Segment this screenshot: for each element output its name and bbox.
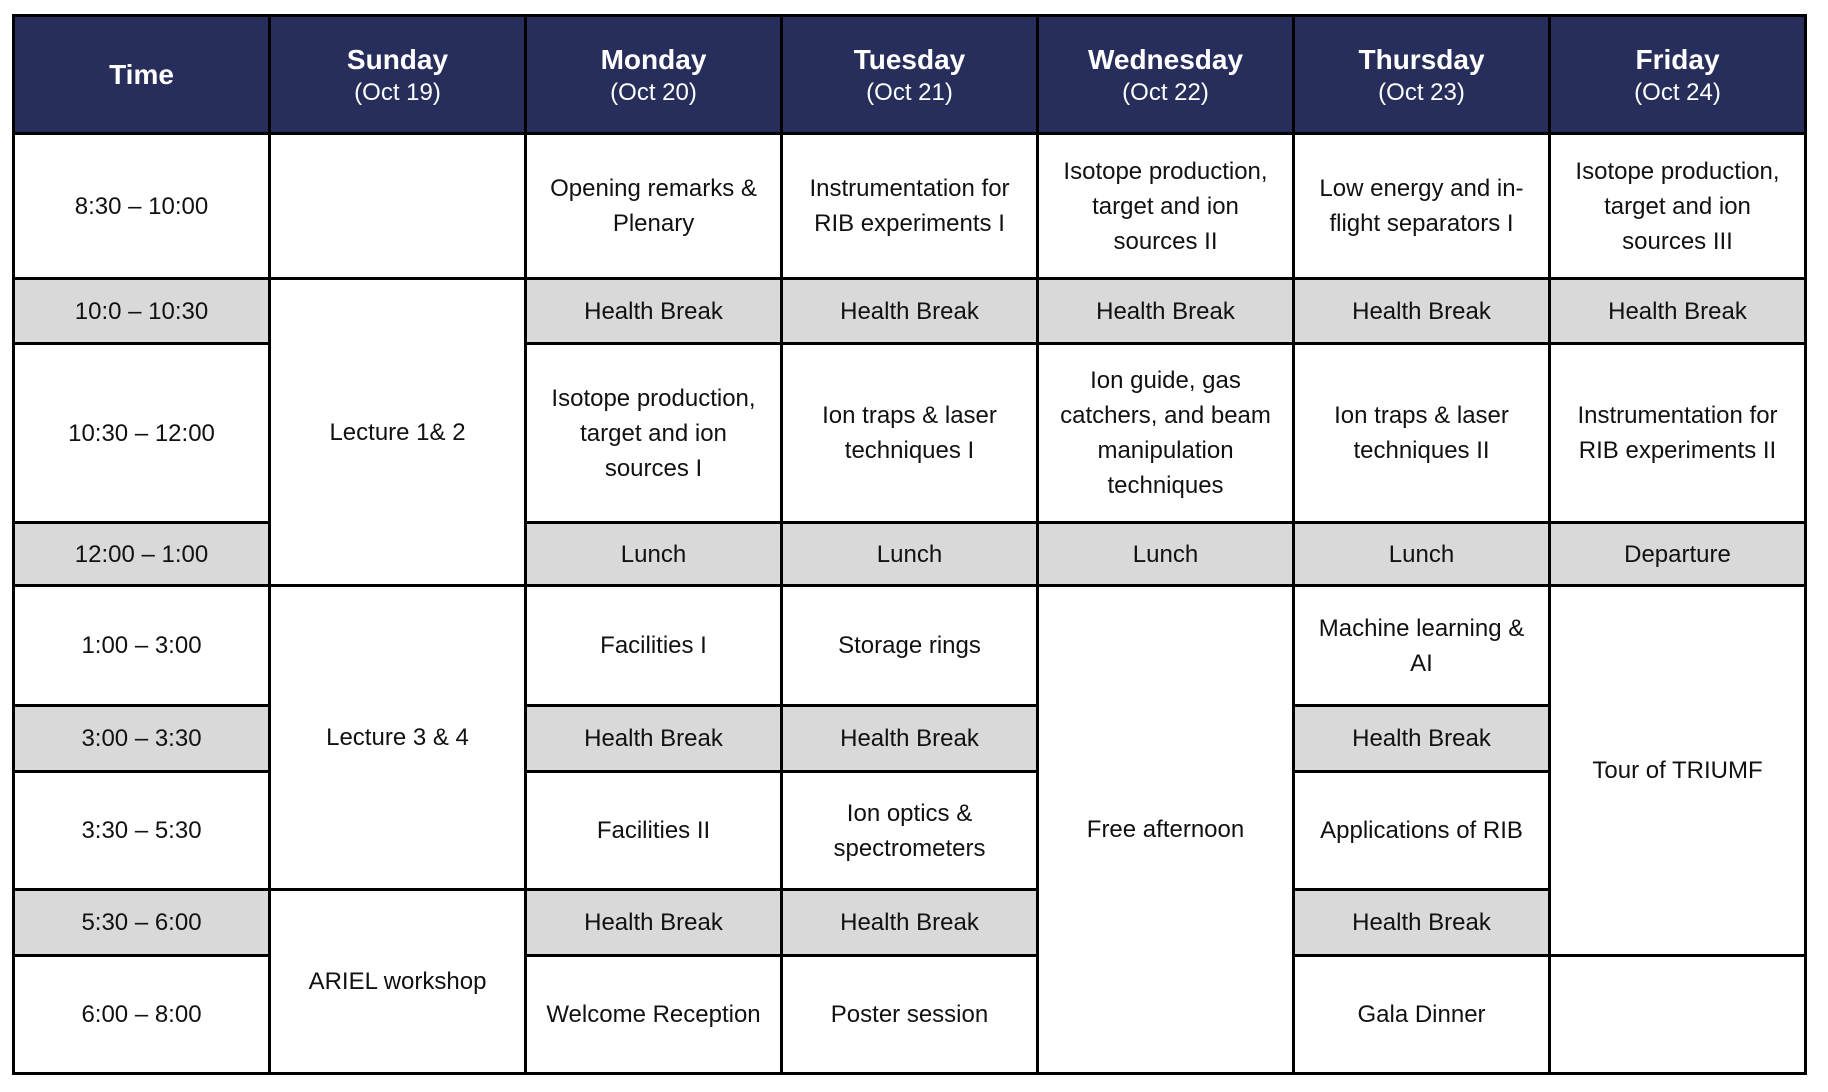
day-header-thursday: Thursday (Oct 23)	[1292, 14, 1551, 135]
session-cell: Applications of RIB	[1292, 770, 1551, 891]
session-cell: Poster session	[780, 954, 1039, 1075]
day-date: (Oct 21)	[866, 78, 953, 106]
empty-cell	[268, 132, 527, 280]
schedule-table: Time Sunday (Oct 19) Monday (Oct 20) Tuesd…	[12, 14, 1807, 1075]
session-cell: Gala Dinner	[1292, 954, 1551, 1075]
day-header-tuesday: Tuesday (Oct 21)	[780, 14, 1039, 135]
day-header-wednesday: Wednesday (Oct 22)	[1036, 14, 1295, 135]
session-cell: Health Break	[1036, 277, 1295, 345]
session-cell: Instrumentation for RIB experiments II	[1548, 342, 1807, 524]
session-cell: Ion traps & laser techniques II	[1292, 342, 1551, 524]
session-cell: Isotope production, target and ion sourc…	[524, 342, 783, 524]
time-slot-cell: 10:30 – 12:00	[12, 342, 271, 524]
schedule-body: 8:30 – 10:00 Opening remarks & Plenary Ins…	[12, 132, 1807, 1075]
session-cell: Health Break	[524, 888, 783, 957]
session-cell: Ion guide, gas catchers, and beam manipu…	[1036, 342, 1295, 524]
schedule-row: 3:00 – 3:30 Health Break Health Break Healt…	[12, 704, 1806, 773]
session-cell: Health Break	[1292, 704, 1551, 773]
time-slot-cell: 3:00 – 3:30	[12, 704, 271, 773]
day-name: Friday	[1635, 43, 1720, 75]
day-name: Wednesday	[1087, 43, 1244, 75]
schedule-row: 8:30 – 10:00 Opening remarks & Plenary Ins…	[12, 132, 1807, 280]
session-cell: Health Break	[1292, 277, 1551, 345]
session-cell: Lunch	[1292, 521, 1551, 587]
day-header-sunday: Sunday (Oct 19)	[268, 14, 527, 135]
time-slot-cell: 5:30 – 6:00	[12, 888, 271, 957]
session-cell: Lunch	[1036, 521, 1295, 587]
time-slot-cell: 6:00 – 8:00	[12, 954, 271, 1075]
day-header-monday: Monday (Oct 20)	[524, 14, 783, 135]
session-cell: Storage rings	[780, 584, 1039, 707]
session-cell: Tour of TRIUMF	[1548, 584, 1807, 957]
session-cell: Health Break	[524, 704, 783, 773]
session-cell: Departure	[1548, 521, 1807, 587]
day-date: (Oct 19)	[354, 78, 441, 106]
schedule-row: 1:00 – 3:00 Lecture 3 & 4 Facilities I Stor…	[12, 584, 1807, 1075]
day-header-friday: Friday (Oct 24)	[1548, 14, 1807, 135]
day-name: Thursday	[1358, 43, 1485, 75]
time-slot-cell: 3:30 – 5:30	[12, 770, 271, 891]
session-cell: Isotope production, target and ion sourc…	[1548, 132, 1807, 280]
day-date: (Oct 23)	[1378, 78, 1465, 106]
session-cell: Lecture 3 & 4	[268, 584, 527, 891]
day-name: Monday	[600, 43, 707, 75]
session-cell: Ion optics & spectrometers	[780, 770, 1039, 891]
session-cell: Health Break	[780, 704, 1039, 773]
time-slot-cell: 12:00 – 1:00	[12, 521, 271, 587]
session-cell: Health Break	[1548, 277, 1807, 345]
session-cell: Lunch	[780, 521, 1039, 587]
session-cell: Opening remarks & Plenary	[524, 132, 783, 280]
session-cell: Ion traps & laser techniques I	[780, 342, 1039, 524]
empty-cell	[1548, 954, 1807, 1075]
session-cell: Welcome Reception	[524, 954, 783, 1075]
session-cell: Health Break	[524, 277, 783, 345]
time-slot-cell: 1:00 – 3:00	[12, 584, 271, 707]
time-slot-cell: 8:30 – 10:00	[12, 132, 271, 280]
day-name: Tuesday	[853, 43, 966, 75]
session-cell: Machine learning & AI	[1292, 584, 1551, 707]
schedule-row: 5:30 – 6:00 ARIEL workshop Health Break Hea…	[12, 888, 1806, 1075]
time-slot-cell: 10:0 – 10:30	[12, 277, 271, 345]
session-cell: Isotope production, target and ion sourc…	[1036, 132, 1295, 280]
day-date: (Oct 20)	[610, 78, 697, 106]
session-cell: ARIEL workshop	[268, 888, 527, 1075]
session-cell: Low energy and in-flight separators I	[1292, 132, 1551, 280]
session-cell: Health Break	[1292, 888, 1551, 957]
day-date: (Oct 22)	[1122, 78, 1209, 106]
schedule-row: 6:00 – 8:00 Welcome Reception Poster sessi…	[12, 954, 1807, 1075]
session-cell: Health Break	[780, 277, 1039, 345]
schedule-row: 10:0 – 10:30 Lecture 1& 2 Health Break Heal…	[12, 277, 1807, 587]
header-row: Time Sunday (Oct 19) Monday (Oct 20) Tuesd…	[12, 14, 1807, 135]
session-cell: Health Break	[780, 888, 1039, 957]
schedule-row: 3:30 – 5:30 Facilities II Ion optics & spe…	[12, 770, 1806, 891]
session-cell: Facilities I	[524, 584, 783, 707]
schedule-row: 12:00 – 1:00 Lunch Lunch Lunch Lunch Departur…	[12, 521, 1807, 587]
day-date: (Oct 24)	[1634, 78, 1721, 106]
session-cell: Lecture 1& 2	[268, 277, 527, 587]
time-column-header: Time	[12, 14, 271, 135]
day-name: Sunday	[346, 43, 449, 75]
session-cell: Lunch	[524, 521, 783, 587]
session-cell: Free afternoon	[1036, 584, 1295, 1075]
session-cell: Instrumentation for RIB experiments I	[780, 132, 1039, 280]
schedule-row: 10:30 – 12:00 Isotope production, target …	[12, 342, 1807, 524]
session-cell: Facilities II	[524, 770, 783, 891]
